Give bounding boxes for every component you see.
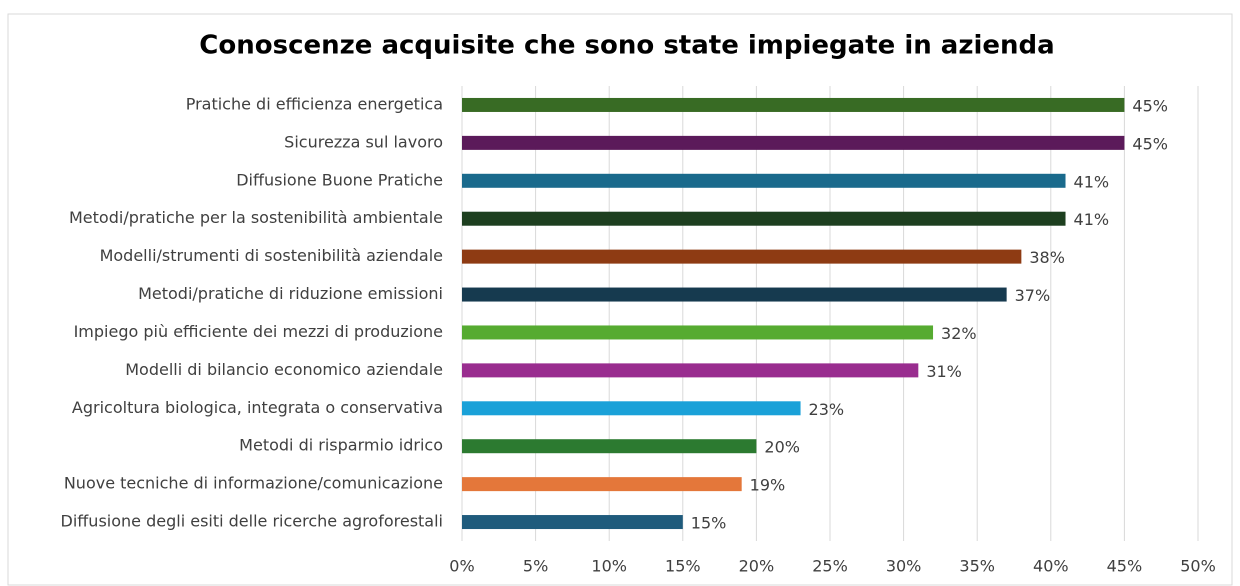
data-label: 23%	[809, 400, 845, 419]
x-tick-label: 25%	[812, 557, 848, 576]
chart-title: Conoscenze acquisite che sono state impi…	[199, 31, 1054, 61]
x-tick-label: 40%	[1033, 557, 1069, 576]
data-label: 45%	[1132, 134, 1168, 153]
data-label: 15%	[691, 514, 727, 533]
x-tick-label: 5%	[523, 557, 548, 576]
bar	[462, 287, 1007, 302]
data-label: 31%	[926, 362, 962, 381]
y-tick-label: Diffusione degli esiti delle ricerche ag…	[61, 512, 443, 531]
y-tick-label: Metodi/pratiche di riduzione emissioni	[138, 284, 443, 303]
x-tick-label: 35%	[959, 557, 995, 576]
x-tick-label: 30%	[886, 557, 922, 576]
y-tick-label: Agricoltura biologica, integrata o conse…	[72, 398, 443, 417]
data-label: 32%	[941, 324, 977, 343]
x-tick-label: 15%	[665, 557, 701, 576]
x-tick-label: 10%	[591, 557, 627, 576]
x-tick-label: 50%	[1180, 557, 1216, 576]
data-label: 38%	[1029, 248, 1065, 267]
y-tick-label: Modelli/strumenti di sostenibilità azien…	[100, 246, 443, 265]
y-tick-label: Nuove tecniche di informazione/comunicaz…	[64, 474, 443, 493]
data-label: 41%	[1074, 172, 1110, 191]
y-tick-label: Modelli di bilancio economico aziendale	[125, 360, 443, 379]
y-tick-label: Diffusione Buone Pratiche	[236, 170, 443, 189]
x-tick-label: 45%	[1107, 557, 1143, 576]
bar	[462, 439, 757, 454]
y-tick-label: Sicurezza sul lavoro	[284, 132, 443, 151]
x-tick-label: 0%	[449, 557, 474, 576]
bar	[462, 173, 1066, 188]
data-label: 20%	[764, 438, 800, 457]
data-label: 37%	[1015, 286, 1051, 305]
bar	[462, 363, 919, 378]
bar	[462, 325, 934, 340]
bar	[462, 249, 1022, 264]
x-tick-label: 20%	[739, 557, 775, 576]
data-label: 19%	[750, 476, 786, 495]
bar	[462, 515, 683, 530]
data-label: 45%	[1132, 96, 1168, 115]
y-tick-label: Impiego più efficiente dei mezzi di prod…	[74, 322, 443, 341]
bar	[462, 211, 1066, 226]
bar	[462, 401, 801, 416]
bar	[462, 477, 742, 492]
y-tick-label: Metodi di risparmio idrico	[239, 436, 443, 455]
y-tick-label: Metodi/pratiche per la sostenibilità amb…	[69, 208, 443, 227]
bar	[462, 97, 1125, 112]
y-tick-label: Pratiche di efficienza energetica	[186, 94, 443, 113]
bar	[462, 135, 1125, 150]
data-label: 41%	[1074, 210, 1110, 229]
